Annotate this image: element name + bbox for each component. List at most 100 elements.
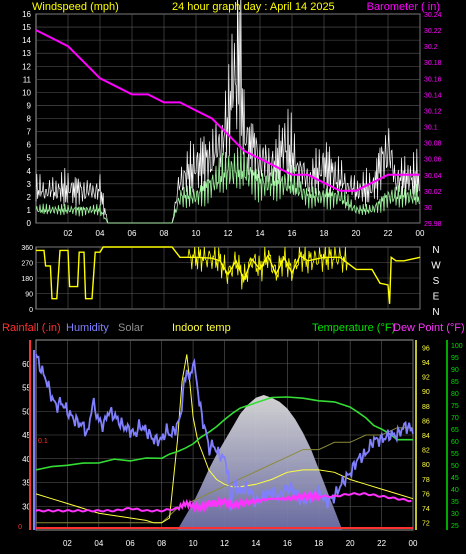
temperature-tick-label: 90 (451, 367, 459, 374)
x-tick-label: 06 (128, 229, 137, 238)
direction-tick-label: 360 (21, 245, 33, 252)
wind-tick-label: 1 (27, 206, 32, 215)
temp-humidity-panel: 30 35 40 45 50 55 60 02 04 06 08 10 12 14 16 18 20 22 00 0.… (18, 339, 463, 548)
x-tick-label: 10 (189, 539, 198, 548)
direction-tick-label: 0 (29, 307, 33, 314)
wind-tick-label: 0 (27, 219, 32, 228)
wind-tick-label: 14 (22, 36, 31, 45)
wind-average-line (35, 145, 420, 224)
barometer-tick-label: 30.04 (424, 173, 442, 180)
temperature-tick-label: 65 (451, 427, 459, 434)
barometer-tick-label: 30.02 (424, 189, 442, 196)
wind-tick-label: 5 (27, 154, 32, 163)
compass-label: W (431, 261, 441, 272)
indoor-tick-label: 94 (422, 360, 430, 367)
x-tick-label: 22 (377, 539, 386, 548)
indoor-tick-label: 92 (422, 375, 430, 382)
indoor-tick-label: 88 (422, 404, 430, 411)
wind-tick-label: 15 (22, 23, 31, 32)
temperature-tick-label: 75 (451, 403, 459, 410)
x-tick-label: 12 (224, 229, 233, 238)
rainfall-zero-label: 0 (18, 524, 22, 531)
temperature-tick-label: 40 (451, 487, 459, 494)
indoor-temp-label: Indoor temp (172, 322, 231, 334)
x-tick-label: 04 (94, 539, 103, 548)
chart-title: 24 hour graph day : April 14 2025 (172, 1, 335, 13)
temperature-tick-label: 95 (451, 355, 459, 362)
humidity-tick-label: 45 (22, 431, 31, 440)
x-tick-label: 04 (96, 229, 105, 238)
indoor-tick-label: 80 (422, 462, 430, 469)
barometer-tick-label: 30.06 (424, 157, 442, 164)
indoor-tick-label: 86 (422, 418, 430, 425)
direction-tick-label: 270 (21, 261, 33, 268)
x-tick-label: 08 (160, 229, 169, 238)
wind-tick-label: 10 (22, 88, 31, 97)
x-tick-label: 14 (256, 229, 265, 238)
temperature-tick-label: 85 (451, 379, 459, 386)
compass-label: S (433, 276, 440, 287)
humidity-tick-label: 60 (22, 360, 31, 369)
indoor-tick-label: 82 (422, 448, 430, 455)
indoor-tick-label: 72 (422, 521, 430, 528)
wind-tick-label: 13 (22, 49, 31, 58)
rainfall-tick-label: 0.1 (38, 438, 48, 445)
wind-direction-gust-line (187, 246, 348, 290)
temperature-label: Temperature (°F) (312, 322, 395, 334)
x-tick-label: 22 (384, 229, 393, 238)
wind-tick-label: 3 (27, 180, 32, 189)
temperature-tick-label: 30 (451, 511, 459, 518)
rainfall-label: Rainfall (.in) (2, 322, 61, 334)
barometer-tick-label: 30.2 (424, 44, 438, 51)
indoor-tick-label: 90 (422, 389, 430, 396)
dew-point-line (35, 489, 412, 514)
compass-label: N (432, 307, 439, 318)
x-tick-label: 00 (416, 229, 425, 238)
wind-tick-label: 7 (27, 128, 32, 137)
humidity-tick-label: 40 (22, 455, 31, 464)
x-tick-label: 20 (346, 539, 355, 548)
barometer-tick-label: 30.08 (424, 141, 442, 148)
x-tick-label: 16 (283, 539, 292, 548)
x-tick-label: 06 (126, 539, 135, 548)
indoor-tick-label: 76 (422, 491, 430, 498)
wind-tick-label: 4 (27, 167, 32, 176)
barometer-tick-label: 30.22 (424, 28, 442, 35)
wind-tick-label: 11 (23, 75, 32, 84)
indoor-tick-label: 78 (422, 477, 430, 484)
x-tick-label: 00 (409, 539, 418, 548)
humidity-label: Humidity (66, 322, 109, 334)
indoor-tick-label: 84 (422, 433, 430, 440)
wind-tick-label: 6 (27, 141, 32, 150)
barometer-tick-label: 30 (424, 205, 432, 212)
wind-axis-label: Windspeed (mph) (32, 1, 119, 13)
x-tick-label: 14 (251, 539, 260, 548)
x-tick-label: 10 (192, 229, 201, 238)
compass-label: N (432, 245, 439, 256)
compass-label: E (433, 292, 440, 303)
direction-tick-label: 180 (21, 276, 33, 283)
humidity-line (35, 353, 414, 511)
barometer-tick-label: 29.98 (424, 221, 442, 228)
temperature-tick-label: 35 (451, 499, 459, 506)
indoor-temp-line (35, 354, 414, 524)
x-tick-label: 02 (63, 539, 72, 548)
temperature-tick-label: 50 (451, 463, 459, 470)
wind-direction-line (36, 246, 421, 304)
x-tick-label: 16 (288, 229, 297, 238)
humidity-tick-label: 30 (22, 502, 31, 511)
solar-label: Solar (118, 322, 144, 334)
x-tick-label: 12 (220, 539, 229, 548)
barometer-tick-label: 30.24 (424, 12, 442, 19)
x-tick-label: 18 (320, 229, 329, 238)
temperature-tick-label: 45 (451, 475, 459, 482)
barometer-tick-label: 30.12 (424, 108, 442, 115)
barometer-tick-label: 30.1 (424, 125, 438, 132)
barometer-tick-label: 30.14 (424, 92, 442, 99)
barometer-axis-label: Barometer ( in) (367, 1, 440, 13)
temperature-tick-label: 25 (451, 523, 459, 530)
wind-gust-line (35, 0, 420, 224)
